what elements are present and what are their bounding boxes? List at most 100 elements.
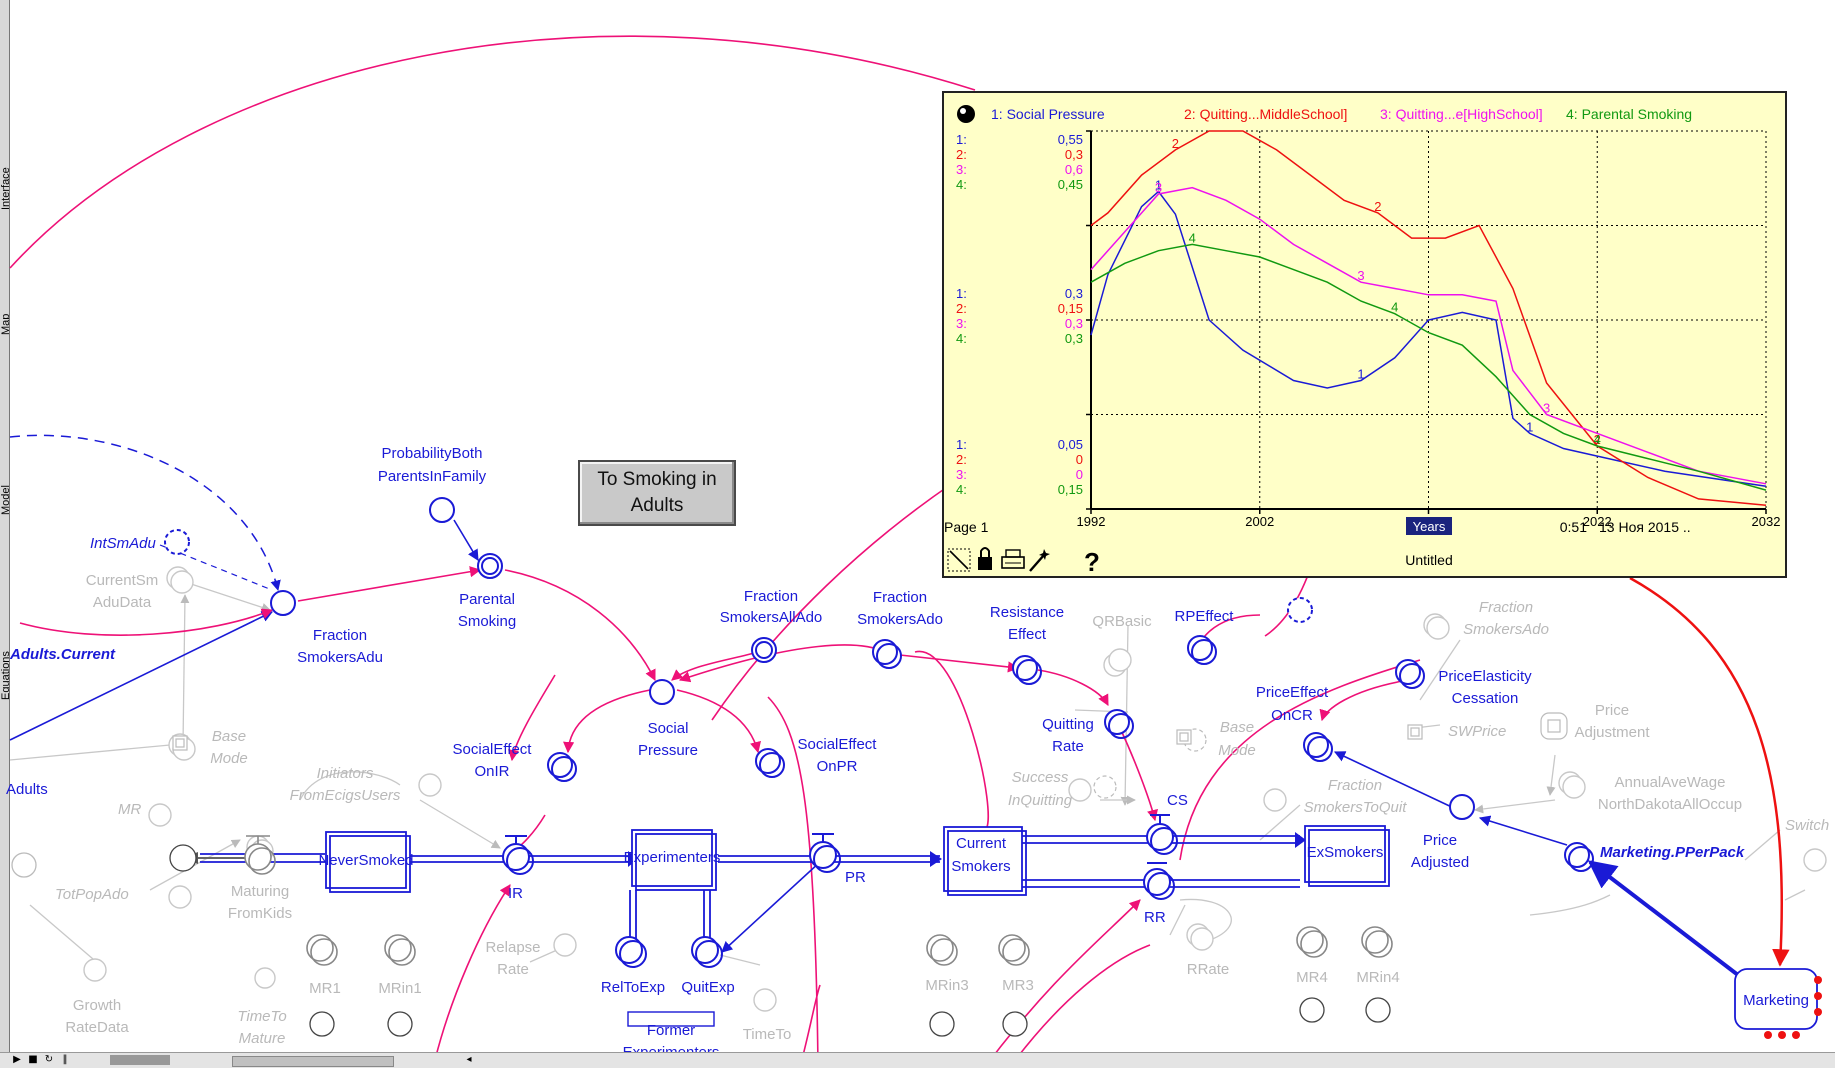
converter-social-effect-ir[interactable]	[547, 752, 573, 778]
label-success-line1: Success	[1012, 769, 1069, 786]
scale-mid-idx-4: 4:	[956, 331, 967, 346]
button-label-line1: To Smoking in	[597, 469, 717, 491]
label-quitting-line1: Quitting	[1042, 716, 1094, 733]
converter-rpeffect[interactable]	[1187, 635, 1213, 661]
label-fsado-line1: Fraction	[873, 589, 927, 606]
graph-title: Untitled	[1405, 552, 1452, 568]
flow-reltoexp[interactable]	[615, 936, 643, 964]
scale-mid-idx-2: 2:	[956, 301, 967, 316]
legend-2: 2: Quitting...MiddleSchool]	[1184, 106, 1347, 122]
label-sepr-line2: OnPR	[817, 758, 858, 775]
scale-top-3: 0,6	[1065, 162, 1083, 177]
label-growth-line1: Growth	[73, 997, 121, 1014]
magic-wand-icon[interactable]	[1029, 549, 1050, 572]
series-marker-1: 1	[1526, 419, 1533, 434]
select-icon[interactable]	[947, 548, 971, 572]
printer-icon[interactable]	[1001, 549, 1025, 569]
speed-slider[interactable]	[110, 1055, 170, 1065]
converter-social-pressure[interactable]	[649, 679, 675, 705]
label-neversmoked: NeverSmoked	[318, 852, 413, 869]
label-priceadjd-line2: Adjusted	[1411, 854, 1469, 871]
converter-quitting-rate[interactable]	[1104, 709, 1130, 735]
label-mrin3: MRin3	[925, 977, 968, 994]
graph-color-icon[interactable]	[957, 105, 975, 123]
stock-experimenters[interactable]	[631, 829, 713, 887]
label-timeto-line1: TimeTo	[237, 1008, 286, 1025]
rewind-icon[interactable]: ↻	[44, 1054, 54, 1065]
x-tick-labels: 19922002201220222032	[1077, 514, 1781, 529]
label-quitexp: QuitExp	[681, 979, 734, 996]
connector-dashed-intsm	[9, 434, 281, 592]
series-marker-4: 4	[1391, 300, 1398, 315]
converter-probability[interactable]	[429, 497, 455, 523]
series-line-1	[1090, 190, 1767, 488]
label-timeto-line2: Mature	[239, 1030, 286, 1047]
label-growth-line2: RateData	[65, 1019, 129, 1036]
label-reltoexp: RelToExp	[601, 979, 665, 996]
label-annual-line2: NorthDakotaAllOccup	[1598, 796, 1742, 813]
label-rpeffect: RPEffect	[1175, 608, 1235, 625]
label-exsmokers: ExSmokers	[1307, 844, 1384, 861]
label-rrate: RRate	[1187, 961, 1230, 978]
label-mr3: MR3	[1002, 977, 1034, 994]
graph-pad[interactable]: 1: Social Pressure 2: Quitting...MiddleS…	[942, 91, 1787, 578]
label-current-line2: Smokers	[951, 858, 1010, 875]
label-adults-current: Adults.Current	[9, 646, 116, 663]
label-sepr-line1: SocialEffect	[798, 736, 878, 753]
label-maturing-line1: Maturing	[231, 883, 289, 900]
scale-top-idx-4: 4:	[956, 177, 967, 192]
scale-mid-idx-1: 1:	[956, 286, 967, 301]
label-quitting-line2: Rate	[1052, 738, 1084, 755]
flow-rr[interactable]	[1143, 868, 1171, 896]
connector-marketing-up	[1629, 576, 1790, 967]
stock-exsmokers[interactable]	[1304, 825, 1386, 883]
label-priceeffect-line1: PriceEffect	[1256, 684, 1329, 701]
horizontal-scroll-thumb[interactable]	[232, 1056, 394, 1067]
x-tick-label: 1992	[1077, 514, 1106, 529]
converter-resistance-effect[interactable]	[1012, 655, 1038, 681]
bottom-scrollbar[interactable]: ▶ ■ ↻ ‖ ◂	[0, 1052, 1835, 1068]
label-qrbasic: QRBasic	[1092, 613, 1152, 630]
scroll-left-icon[interactable]: ◂	[466, 1054, 472, 1065]
label-relapse-line1: Relapse	[485, 939, 540, 956]
converter-fraction-smokers-adu[interactable]	[270, 590, 296, 616]
stop-icon[interactable]: ■	[28, 1054, 38, 1065]
x-unit-label: Years	[1413, 519, 1446, 534]
label-fsadu-line2: SmokersAdu	[297, 649, 383, 666]
converter-fraction-ado[interactable]	[872, 639, 898, 665]
converter-social-effect-pr[interactable]	[755, 748, 781, 774]
converter-intsmadu[interactable]	[164, 529, 190, 555]
button-label-line2: Adults	[630, 495, 684, 516]
scale-bot-idx-4: 4:	[956, 482, 967, 497]
scale-mid-2: 0,15	[1058, 301, 1083, 316]
play-icon[interactable]: ▶	[13, 1054, 21, 1065]
pause-icon[interactable]: ‖	[62, 1054, 68, 1065]
label-probability-line2: ParentsInFamily	[378, 468, 487, 485]
graph-svg: 1: Social Pressure 2: Quitting...MiddleS…	[944, 105, 1781, 577]
converter-price-elasticity[interactable]	[1395, 659, 1421, 685]
series-marker-3: 3	[1357, 268, 1364, 283]
scale-top-idx-2: 2:	[956, 147, 967, 162]
page-label: Page 1	[944, 519, 989, 535]
flow-quitexp[interactable]	[691, 936, 719, 964]
label-fsallado-line1: Fraction	[744, 588, 798, 605]
to-smoking-adults-button[interactable]: To Smoking in Adults	[578, 460, 736, 526]
label-mrin4: MRin4	[1356, 969, 1399, 986]
converter-marketing-pperpack[interactable]	[1564, 842, 1590, 868]
label-seir-line2: OnIR	[474, 763, 509, 780]
label-initiators-line2: FromEcigsUsers	[290, 787, 401, 804]
help-icon[interactable]: ?	[1084, 547, 1100, 577]
stock-neversmoked[interactable]	[325, 831, 407, 889]
label-priceadjd-line1: Price	[1423, 832, 1457, 849]
scale-top-idx-3: 3:	[956, 162, 967, 177]
label-fsadu-line1: Fraction	[313, 627, 367, 644]
scale-top-2: 0,3	[1065, 147, 1083, 162]
scale-top-1: 0,55	[1058, 132, 1083, 147]
converter-price-effect[interactable]	[1303, 732, 1329, 758]
converter-fraction-ado-2[interactable]	[1287, 597, 1313, 623]
lock-icon[interactable]	[978, 547, 992, 570]
label-fsallado-line2: SmokersAllAdo	[720, 609, 823, 626]
label-annual-line1: AnnualAveWage	[1615, 774, 1726, 791]
stock-current-smokers[interactable]	[943, 826, 1023, 892]
converter-price-adjusted[interactable]	[1449, 794, 1475, 820]
